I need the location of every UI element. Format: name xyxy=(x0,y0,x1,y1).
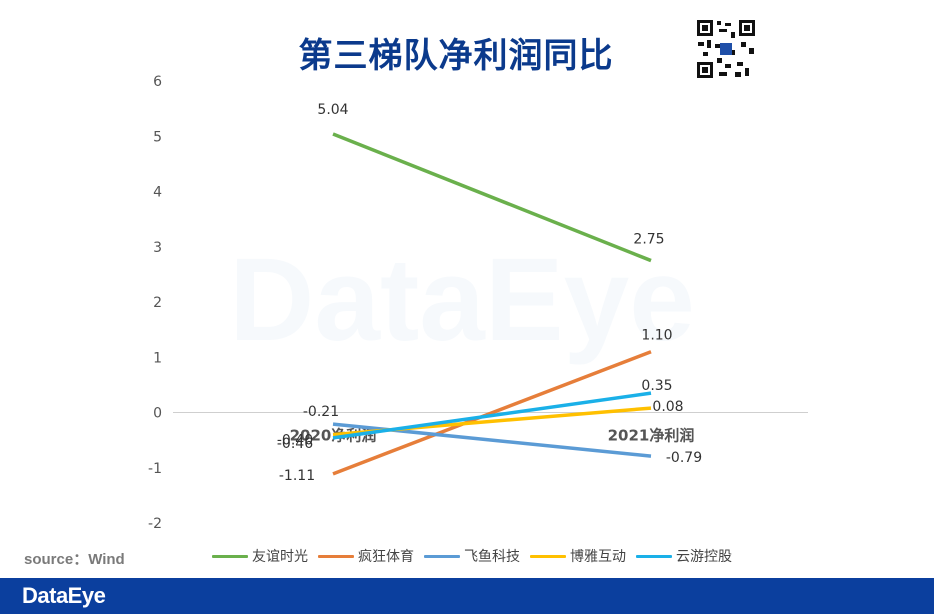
legend-swatch xyxy=(212,554,248,558)
legend-label: 飞鱼科技 xyxy=(464,549,520,565)
data-label: -1.11 xyxy=(279,468,315,484)
legend: 友谊时光 疯狂体育 飞鱼科技 博雅互动 云游控股 xyxy=(212,546,742,566)
dataeye-logo: DataEye xyxy=(22,583,106,608)
data-label: 1.10 xyxy=(641,328,672,344)
y-tick-label: 0 xyxy=(153,406,162,422)
y-tick-label: 1 xyxy=(153,350,162,366)
data-label: 0.35 xyxy=(641,378,672,394)
legend-swatch xyxy=(530,554,566,558)
legend-item: 博雅互动 xyxy=(530,546,626,566)
qr-code-icon xyxy=(695,18,757,80)
source-note: source：Wind xyxy=(24,551,125,568)
y-tick-label: 4 xyxy=(153,185,162,201)
data-label: 2.75 xyxy=(633,232,664,248)
watermark: DataEye xyxy=(229,234,695,366)
legend-item: 云游控股 xyxy=(636,546,732,566)
legend-label: 云游控股 xyxy=(676,549,732,565)
data-label: 5.04 xyxy=(317,102,348,118)
legend-label: 博雅互动 xyxy=(570,549,626,565)
data-label: 0.08 xyxy=(652,399,683,415)
y-tick-label: 5 xyxy=(153,129,162,145)
footer-bar: DataEye xyxy=(0,578,934,614)
legend-label: 友谊时光 xyxy=(252,549,308,565)
legend-swatch xyxy=(318,554,354,558)
y-tick-label: 3 xyxy=(153,240,162,256)
legend-swatch xyxy=(636,554,672,558)
data-label: -0.79 xyxy=(666,450,702,466)
legend-item: 疯狂体育 xyxy=(318,546,414,566)
legend-item: 飞鱼科技 xyxy=(424,546,520,566)
legend-swatch xyxy=(424,554,460,558)
series-line-4 xyxy=(332,391,652,440)
y-tick-label: -2 xyxy=(148,516,162,532)
y-tick-label: 2 xyxy=(153,295,162,311)
legend-label: 疯狂体育 xyxy=(358,549,414,565)
series-line-0 xyxy=(332,132,652,263)
legend-item: 友谊时光 xyxy=(212,546,308,566)
chart-title: 第三梯队净利润同比 xyxy=(298,36,614,76)
line-chart: DataEye -2 -1 0 1 2 3 4 5 6 2020净利润 2021净利润 5.04 2.… xyxy=(148,74,808,532)
data-label: -0.40 xyxy=(277,433,313,449)
y-tick-label: 6 xyxy=(153,74,162,90)
data-label: -0.21 xyxy=(303,404,339,420)
series-line-1 xyxy=(332,350,652,476)
x-category-label: 2020净利润 xyxy=(290,427,377,445)
x-category-label: 2021净利润 xyxy=(608,427,695,445)
y-tick-label: -1 xyxy=(148,461,162,477)
data-label: -0.46 xyxy=(277,436,313,452)
